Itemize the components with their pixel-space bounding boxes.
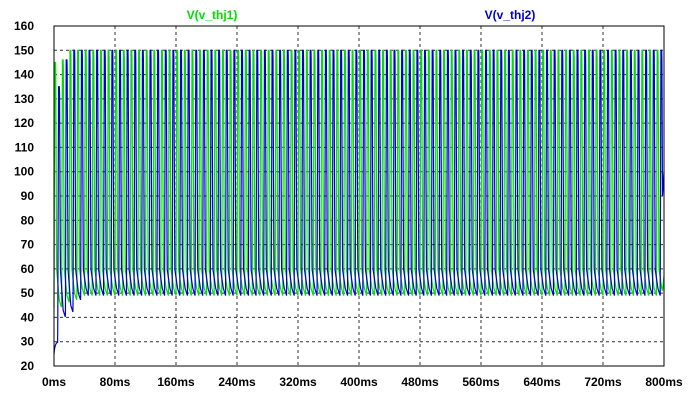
y-tick-label: 100 (14, 165, 34, 179)
y-tick-label: 120 (14, 116, 34, 130)
y-tick-label: 150 (14, 43, 34, 57)
x-tick-label: 160ms (157, 375, 195, 389)
y-axis: 20 30 40 50 60 70 80 90 100 110 120 130 140 150 160 (14, 19, 34, 373)
y-tick-label: 70 (21, 238, 35, 252)
x-tick-label: 480ms (401, 375, 439, 389)
x-tick-label: 800ms (645, 375, 683, 389)
x-tick-label: 80ms (100, 375, 131, 389)
x-tick-label: 400ms (340, 375, 378, 389)
x-tick-label: 560ms (462, 375, 500, 389)
y-tick-label: 160 (14, 19, 34, 33)
y-tick-label: 80 (21, 213, 35, 227)
x-tick-label: 0ms (42, 375, 66, 389)
legend-entry-1: V(v_thj1) (187, 8, 238, 22)
legend: V(v_thj1) V(v_thj2) (187, 8, 536, 22)
y-tick-label: 90 (21, 189, 35, 203)
y-tick-label: 110 (15, 140, 35, 154)
y-tick-label: 50 (21, 286, 35, 300)
x-tick-label: 720ms (584, 375, 622, 389)
legend-entry-2: V(v_thj2) (485, 8, 536, 22)
y-tick-label: 140 (14, 68, 34, 82)
x-tick-label: 320ms (279, 375, 317, 389)
x-tick-label: 640ms (523, 375, 561, 389)
x-axis: 0ms 80ms 160ms 240ms 320ms 400ms 480ms 560ms 640… (42, 375, 683, 389)
y-tick-label: 30 (21, 335, 35, 349)
x-tick-label: 240ms (218, 375, 256, 389)
y-tick-label: 40 (21, 310, 35, 324)
y-tick-label: 130 (14, 92, 34, 106)
y-tick-label: 60 (21, 262, 35, 276)
plot-frame (53, 25, 665, 367)
series-layer (53, 49, 665, 354)
series-line-2 (53, 49, 665, 354)
y-tick-label: 20 (21, 359, 35, 373)
